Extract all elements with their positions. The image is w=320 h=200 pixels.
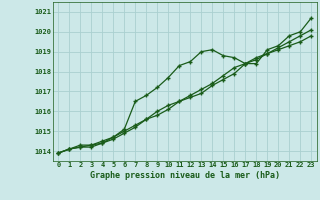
X-axis label: Graphe pression niveau de la mer (hPa): Graphe pression niveau de la mer (hPa)	[90, 171, 280, 180]
